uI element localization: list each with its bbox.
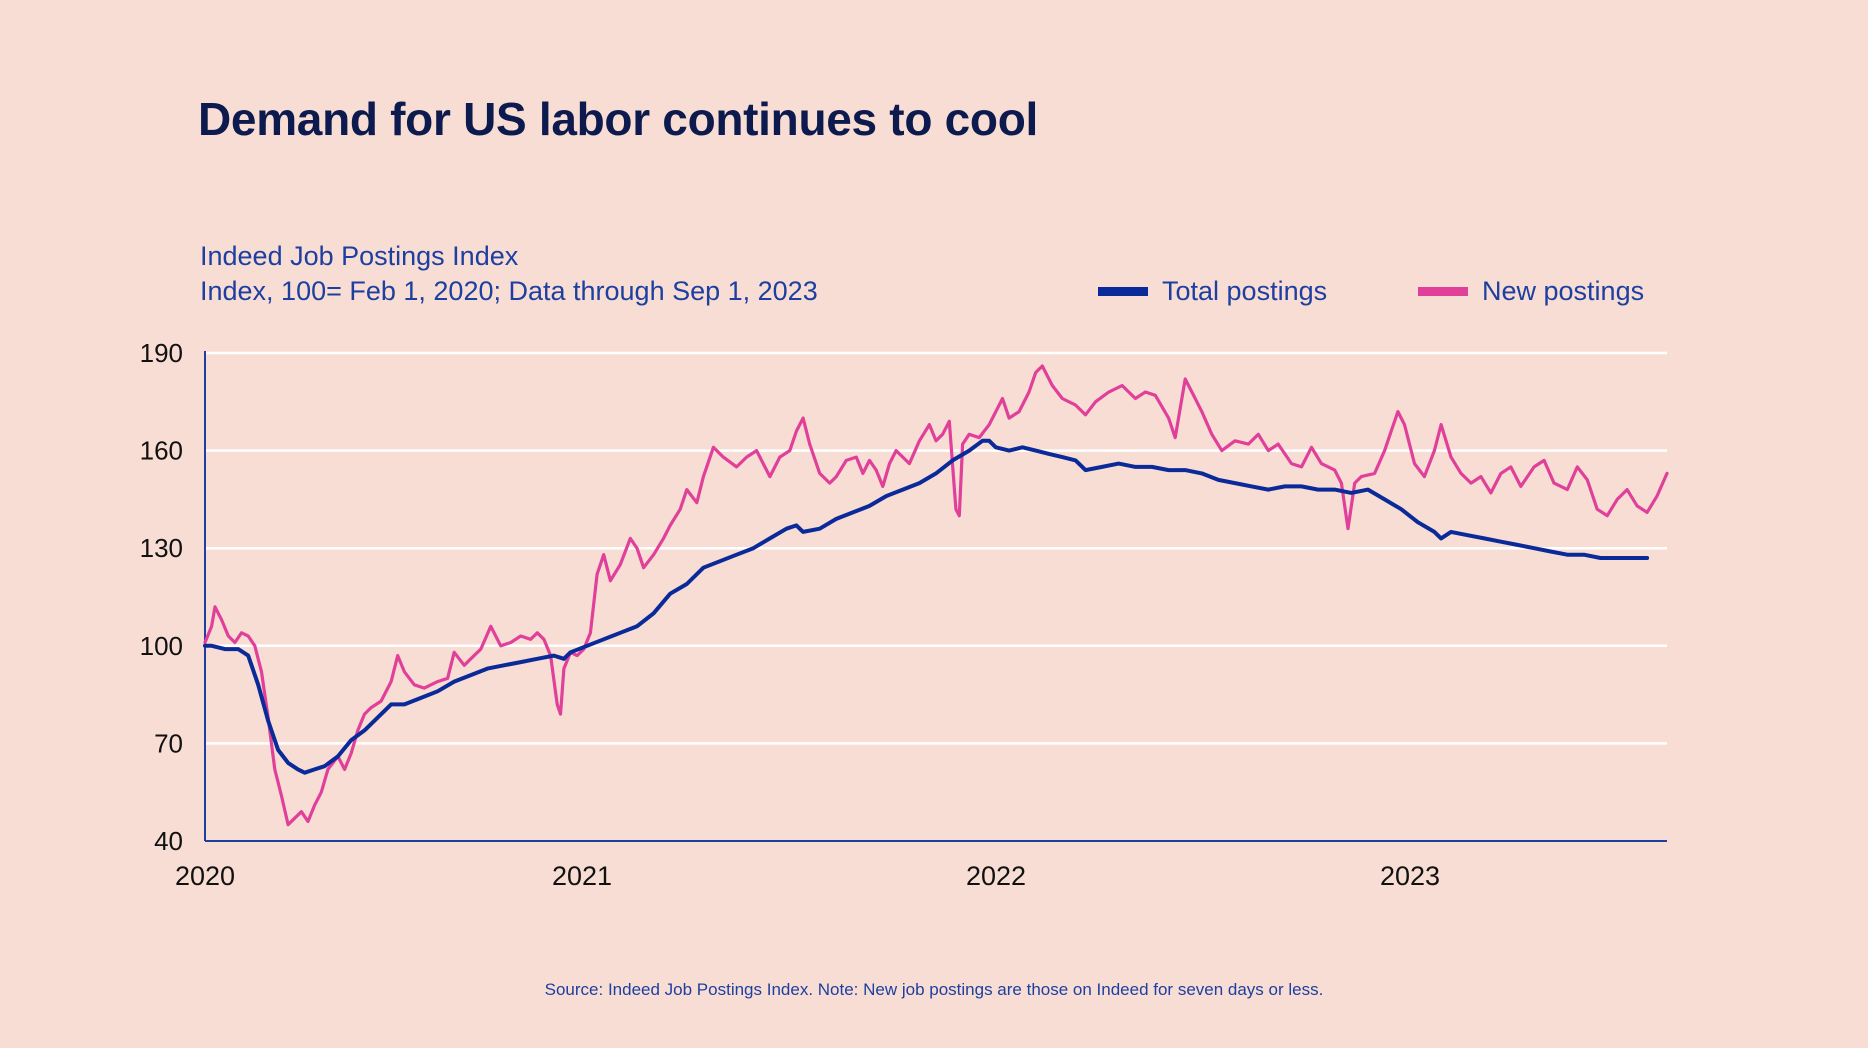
x-tick-label-2020: 2020 [175,861,235,891]
legend-label-total-postings: Total postings [1162,275,1328,306]
y-tick-label-40: 40 [154,826,183,856]
axes [204,351,1667,842]
series-lines [203,364,1669,827]
y-tick-label-130: 130 [140,533,183,563]
y-tick-label-160: 160 [140,436,183,466]
legend-swatch-new-postings [1418,286,1468,296]
chart-subtitle-index-note: Index, 100= Feb 1, 2020; Data through Se… [200,276,818,306]
legend-item-total-postings: Total postings [1098,274,1327,308]
legend-label-new-postings: New postings [1482,275,1645,306]
grid-lines [205,351,1667,745]
x-tick-label-2022: 2022 [966,861,1026,891]
source-note: Source: Indeed Job Postings Index. Note:… [544,980,1324,999]
series-line-total-postings [203,438,1650,775]
series-line-new-postings [203,364,1669,827]
y-tick-label-70: 70 [154,728,183,758]
tick-labels: 190 160 130 100 70 40 2020 2021 2022 2023 [140,338,1440,891]
y-tick-label-190: 190 [140,338,183,368]
x-tick-label-2023: 2023 [1380,861,1440,891]
chart-subtitle: Indeed Job Postings Index [200,241,519,271]
legend-item-new-postings: New postings [1418,274,1644,308]
y-tick-label-100: 100 [140,631,183,661]
legend-swatch-total-postings [1098,286,1148,296]
chart-title: Demand for US labor continues to cool [198,93,1038,145]
x-tick-label-2021: 2021 [552,861,612,891]
